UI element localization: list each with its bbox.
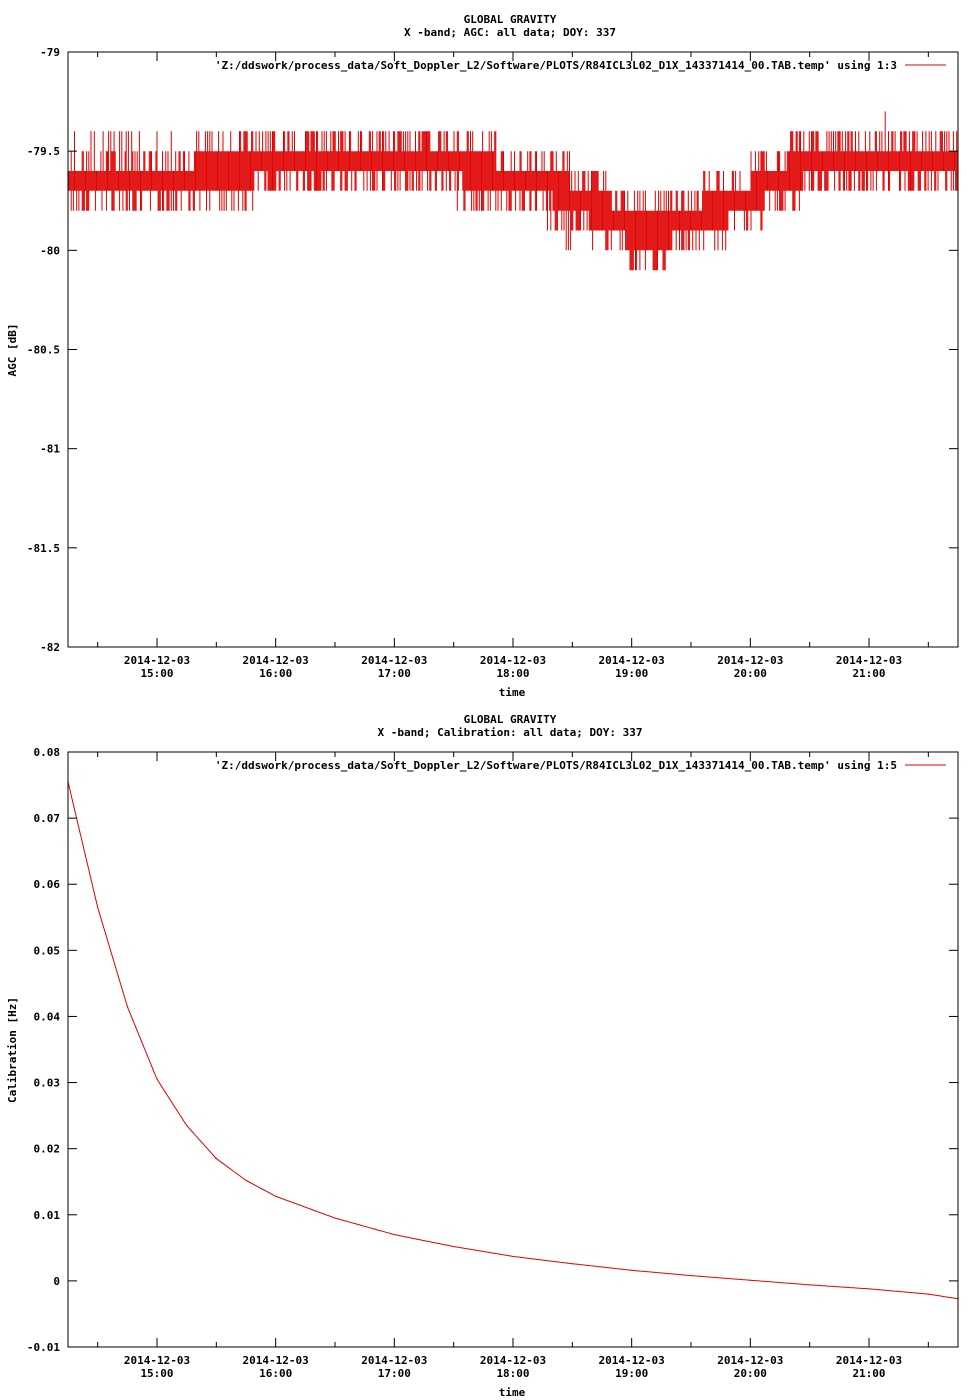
data-point bbox=[512, 1255, 514, 1258]
legend-label: 'Z:/ddswork/process_data/Soft_Doppler_L2… bbox=[215, 759, 897, 772]
y-axis-label: AGC [dB] bbox=[6, 324, 19, 377]
agc-chart: GLOBAL GRAVITY X -band; AGC: all data; D… bbox=[6, 13, 959, 699]
calibration-chart: GLOBAL GRAVITY X -band; Calibration: all… bbox=[6, 713, 959, 1399]
x-tick-time: 15:00 bbox=[140, 1367, 173, 1380]
x-tick-time: 16:00 bbox=[259, 1367, 292, 1380]
data-point bbox=[334, 1217, 336, 1219]
y-tick-label: 0.08 bbox=[34, 746, 61, 759]
data-point bbox=[245, 1179, 247, 1181]
y-tick-label: 0.07 bbox=[34, 812, 61, 825]
x-tick-date: 2014-12-03 bbox=[717, 654, 783, 667]
x-tick-date: 2014-12-03 bbox=[836, 1354, 902, 1367]
y-tick-label: 0.03 bbox=[34, 1077, 61, 1090]
y-tick-label: -81.5 bbox=[27, 542, 60, 555]
x-tick-time: 17:00 bbox=[378, 1367, 411, 1380]
chart-title: GLOBAL GRAVITY bbox=[464, 13, 557, 26]
chart-subtitle: X -band; AGC: all data; DOY: 337 bbox=[404, 26, 616, 39]
series-band bbox=[68, 111, 959, 271]
x-tick-time: 21:00 bbox=[852, 1367, 885, 1380]
x-tick-time: 18:00 bbox=[496, 667, 529, 680]
x-tick-time: 20:00 bbox=[734, 667, 767, 680]
data-point bbox=[453, 1245, 455, 1248]
legend: 'Z:/ddswork/process_data/Soft_Doppler_L2… bbox=[215, 59, 946, 72]
chart-subtitle: X -band; Calibration: all data; DOY: 337 bbox=[378, 726, 643, 739]
x-tick-date: 2014-12-03 bbox=[717, 1354, 783, 1367]
series-line bbox=[67, 781, 959, 1300]
y-tick-label: 0.02 bbox=[34, 1143, 61, 1156]
x-tick-date: 2014-12-03 bbox=[361, 1354, 427, 1367]
x-tick-date: 2014-12-03 bbox=[243, 654, 309, 667]
x-tick-time: 21:00 bbox=[852, 667, 885, 680]
x-tick-date: 2014-12-03 bbox=[480, 1354, 546, 1367]
x-tick-time: 18:00 bbox=[496, 1367, 529, 1380]
data-point bbox=[868, 1288, 870, 1290]
plot-frame bbox=[67, 51, 959, 648]
data-point bbox=[215, 1157, 217, 1160]
y-tick-label: 0.06 bbox=[34, 878, 61, 891]
data-point bbox=[393, 1234, 395, 1236]
x-tick-time: 19:00 bbox=[615, 667, 648, 680]
chart-title: GLOBAL GRAVITY bbox=[464, 713, 557, 726]
data-point bbox=[749, 1279, 751, 1281]
x-tick-time: 15:00 bbox=[140, 667, 173, 680]
x-axis-label: time bbox=[499, 686, 526, 699]
plot-frame bbox=[67, 751, 959, 1348]
data-point bbox=[571, 1263, 573, 1265]
y-axis-label: Calibration [Hz] bbox=[6, 997, 19, 1103]
data-point bbox=[275, 1195, 277, 1197]
legend-label: 'Z:/ddswork/process_data/Soft_Doppler_L2… bbox=[215, 59, 897, 72]
legend: 'Z:/ddswork/process_data/Soft_Doppler_L2… bbox=[215, 759, 946, 772]
x-tick-date: 2014-12-03 bbox=[124, 654, 190, 667]
x-tick-date: 2014-12-03 bbox=[599, 1354, 665, 1367]
y-tick-label: 0.04 bbox=[34, 1010, 61, 1023]
y-tick-label: -0.01 bbox=[27, 1341, 60, 1354]
data-point bbox=[186, 1124, 188, 1127]
y-tick-label: -80 bbox=[40, 244, 60, 257]
y-tick-label: 0.05 bbox=[34, 944, 61, 957]
x-tick-date: 2014-12-03 bbox=[361, 654, 427, 667]
x-tick-time: 20:00 bbox=[734, 1367, 767, 1380]
data-point bbox=[97, 906, 99, 908]
y-tick-label: -79 bbox=[40, 46, 60, 59]
data-point bbox=[631, 1269, 633, 1271]
data-point bbox=[809, 1284, 811, 1286]
data-point bbox=[927, 1293, 929, 1295]
data-point bbox=[126, 1005, 128, 1008]
x-tick-time: 19:00 bbox=[615, 1367, 648, 1380]
y-tick-label: 0 bbox=[53, 1275, 60, 1288]
x-tick-time: 17:00 bbox=[378, 667, 411, 680]
x-tick-date: 2014-12-03 bbox=[243, 1354, 309, 1367]
x-axis-label: time bbox=[499, 1386, 526, 1399]
x-tick-date: 2014-12-03 bbox=[480, 654, 546, 667]
y-tick-label: -81 bbox=[40, 443, 60, 456]
y-tick-label: -80.5 bbox=[27, 344, 60, 357]
y-tick-label: -79.5 bbox=[27, 145, 60, 158]
x-tick-date: 2014-12-03 bbox=[836, 654, 902, 667]
data-point bbox=[690, 1275, 692, 1277]
x-tick-date: 2014-12-03 bbox=[124, 1354, 190, 1367]
y-tick-label: 0.01 bbox=[34, 1209, 61, 1222]
x-tick-time: 16:00 bbox=[259, 667, 292, 680]
y-tick-label: -82 bbox=[40, 641, 60, 654]
x-tick-date: 2014-12-03 bbox=[599, 654, 665, 667]
data-point bbox=[156, 1078, 158, 1080]
